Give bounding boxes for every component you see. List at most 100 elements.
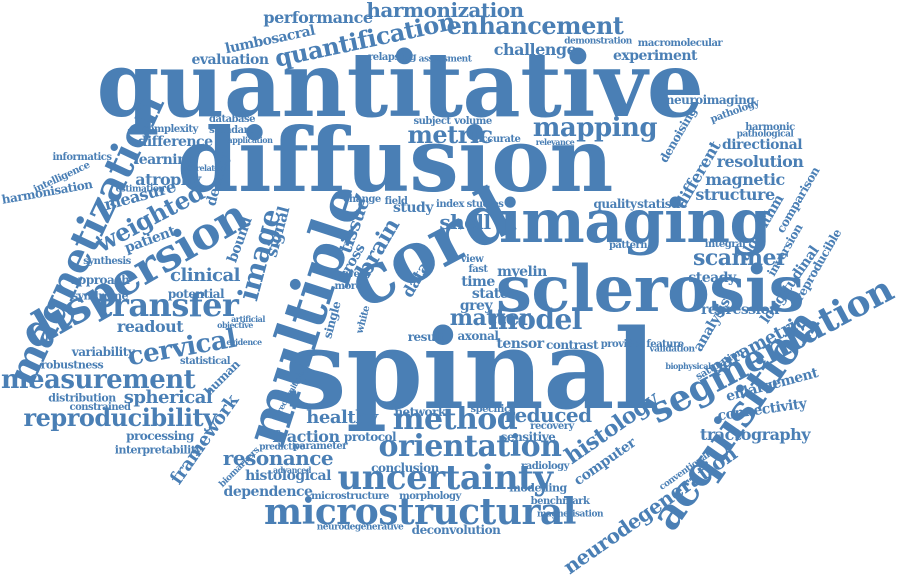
word-protocol: protocol	[343, 430, 397, 444]
word-processing: processing	[126, 429, 194, 443]
word-volume: volume	[454, 116, 492, 127]
word-magnetisation: magnetisation	[536, 509, 604, 520]
word-syndrome: syndrome	[71, 289, 129, 303]
word-challenge: challenge	[493, 40, 577, 59]
word-lower: lower	[335, 269, 365, 280]
word-reproducibility: reproducibility	[23, 403, 217, 432]
word-model: model	[488, 303, 582, 336]
word-measurement: measurement	[1, 365, 196, 395]
word-field: field	[384, 196, 408, 207]
word-quantitative: quantitative	[96, 32, 704, 138]
word-biophysical: biophysical	[665, 361, 711, 371]
word-contrast: contrast	[546, 338, 598, 352]
word-imaging: imaging	[499, 187, 771, 257]
word-specific: specific	[470, 404, 510, 415]
word-difference: difference	[137, 134, 213, 150]
word-harmonization: harmonization	[366, 0, 524, 22]
word-objective: objective	[217, 320, 253, 330]
word-scanner: scanner	[692, 245, 788, 271]
word-database: database	[208, 114, 256, 125]
word-resonance: resonance	[222, 446, 334, 470]
word-microstructure: microstructure	[311, 491, 389, 502]
word-uncertainty: uncertainty	[337, 458, 553, 498]
word-modelling: modelling	[509, 481, 567, 495]
word-relapsing: relapsing	[367, 52, 417, 63]
word-quality: quality	[593, 197, 637, 211]
word-demonstration: demonstration	[564, 36, 632, 47]
word-variability: variability	[71, 345, 135, 359]
word-harmonic: harmonic	[745, 122, 795, 133]
word-transfer: transfer	[97, 286, 239, 324]
word-pathological: pathological	[736, 129, 794, 140]
word-view: view	[460, 254, 484, 265]
word-relevance: relevance	[535, 137, 575, 147]
word-resolution: resolution	[716, 152, 804, 171]
word-benchmark: benchmark	[530, 496, 590, 507]
word-spherical: spherical	[123, 387, 213, 408]
word-studies: studies	[466, 199, 504, 210]
word-artificial: artificial	[231, 314, 265, 324]
word-performance: performance	[263, 8, 373, 27]
word-time: time	[461, 274, 495, 290]
word-macromolecular: macromolecular	[637, 38, 723, 49]
word-parameter: parameter	[293, 441, 347, 452]
word-tractography: tractography	[699, 425, 811, 444]
word-enhancement: enhancement	[446, 11, 624, 40]
word-atrophy: atrophy	[135, 170, 201, 189]
word-clinical: clinical	[169, 265, 241, 286]
word-sensitive: sensitive	[500, 430, 556, 444]
word-deconvolution: deconvolution	[411, 523, 501, 537]
word-informatics: informatics	[52, 152, 112, 163]
word-metric: metric	[407, 120, 493, 149]
word-integral: integral	[704, 239, 746, 250]
word-result: result	[407, 330, 445, 344]
word-magnetic: magnetic	[705, 170, 785, 189]
word-reduced: reduced	[504, 403, 592, 427]
word-experiment: experiment	[612, 48, 698, 64]
word-assessment: assessment	[418, 54, 472, 65]
word-state: state	[471, 286, 509, 302]
word-dependence: dependence	[223, 484, 313, 500]
word-statistical: statistical	[179, 356, 231, 367]
word-method: method	[392, 402, 518, 437]
word-pattern: pattern	[608, 240, 648, 251]
word-change: change	[343, 194, 381, 205]
word-grey: grey	[459, 298, 493, 314]
word-subject: subject	[413, 116, 451, 127]
word-advanced: advanced	[273, 465, 311, 475]
word-estimation: estimation	[115, 184, 165, 195]
word-radiology: radiology	[521, 461, 569, 472]
word-approach: approach	[70, 273, 130, 287]
word-evidence: evidence	[226, 337, 262, 347]
word-fraction: fraction	[272, 427, 340, 446]
word-complexity: complexity	[142, 124, 198, 135]
word-feature: feature	[646, 339, 684, 350]
word-shell: shell	[439, 210, 491, 234]
word-spinal: spinal	[284, 305, 656, 434]
word-learning: learning	[133, 152, 197, 168]
word-myelin: myelin	[497, 264, 547, 280]
word-network: network	[394, 405, 446, 419]
word-predictive: predictive	[259, 442, 305, 453]
word-more: more	[334, 281, 362, 292]
word-robustness: robustness	[40, 358, 104, 372]
word-mapping: mapping	[532, 113, 658, 143]
word-matter: matter	[449, 305, 531, 331]
word-application: application	[227, 135, 273, 145]
word-validation: validation	[649, 344, 695, 355]
word-orientation: orientation	[378, 429, 562, 464]
word-standard: standard	[209, 125, 255, 136]
word-evaluation: evaluation	[191, 52, 269, 68]
word-study: study	[393, 200, 433, 216]
word-fast: fast	[468, 264, 488, 275]
word-distribution: distribution	[48, 391, 116, 405]
word-axonal: axonal	[457, 329, 500, 343]
word-directional: directional	[721, 137, 803, 153]
word-neurodegenerative: neurodegenerative	[316, 522, 404, 533]
word-structure: structure	[695, 185, 775, 204]
word-healthy: healthy	[306, 407, 378, 428]
word-synthesis: synthesis	[83, 256, 131, 267]
word-neuroimaging: neuroimaging	[665, 93, 755, 107]
word-conclusion: conclusion	[371, 461, 439, 475]
